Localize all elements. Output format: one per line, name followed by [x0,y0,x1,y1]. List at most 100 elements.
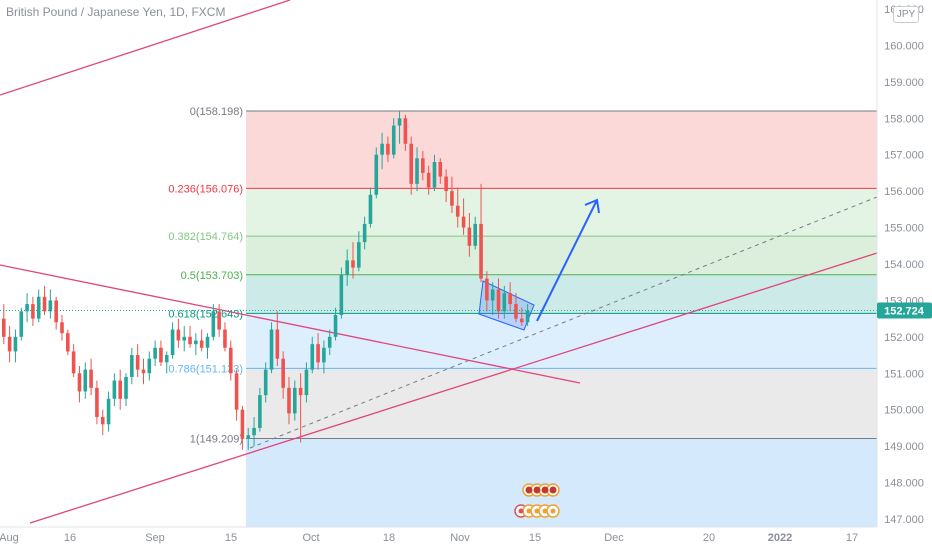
candle [130,347,134,385]
candle [298,373,303,443]
currency-badge[interactable]: JPY [893,6,919,23]
candle [327,329,332,356]
candle-body [362,223,367,243]
candle-body [182,336,187,341]
time-tick-label: Dec [604,532,624,544]
candle-body [432,161,437,188]
projection-arrow [536,199,598,322]
candle-body [485,278,489,301]
candle [182,325,187,352]
candle [432,154,437,192]
candle-body [159,347,163,363]
projection-arrow-head [584,198,600,214]
fibonacci-labels: 0(158.198) 0.236(156.076) 0.382(154.764) 0.… [168,106,243,445]
candle [188,325,192,348]
candle [461,198,466,235]
time-tick-label: Nov [450,532,470,544]
time-tick-label: 18 [383,532,395,544]
candle [519,307,524,326]
event-flag-icon[interactable] [514,504,560,518]
candle-body [415,158,419,184]
candle-body [374,154,379,195]
fib-level-label: 0.618(152.643) [168,308,243,320]
price-tick-label: 157.000 [884,150,924,162]
candle-body [199,340,204,348]
candle-body [496,289,501,312]
candle-body [397,118,402,126]
candle-body [106,398,111,425]
candle-body [525,310,530,323]
candle [374,147,379,199]
candle-body [234,373,239,410]
candle [54,296,58,330]
candle [444,169,448,203]
candle [89,358,93,396]
candle-body [147,358,152,374]
fib-level-label: 1(149.209) [190,434,243,446]
candle [106,391,111,432]
candle-body [176,329,181,341]
candle [246,427,251,450]
candle [525,304,530,326]
candle [71,344,76,377]
candle [391,118,396,159]
fib-band [246,438,877,527]
candle [153,340,157,366]
candle [217,304,221,337]
fib-level-label: 0.5(153.703) [181,270,243,282]
price-tick-label: 151.000 [884,368,924,380]
candle [403,114,408,152]
candle [234,369,239,421]
candle-body [293,387,297,414]
candle-body [455,205,460,217]
candle [159,340,163,366]
candle-body [54,300,58,323]
candle-body [450,191,454,206]
candle [141,358,146,385]
candle [42,285,47,315]
candle-body [223,329,227,348]
candle [473,216,478,250]
candle-body [211,311,216,337]
candle-body [100,416,105,425]
price-axis-background[interactable] [877,0,932,527]
price-tick-label: 149.000 [884,441,924,453]
candle-body [217,311,221,330]
candlestick-series [2,110,530,450]
candle-body [508,293,512,305]
candle-body [298,387,303,396]
candle-body [281,358,285,388]
time-axis-background[interactable] [0,527,932,550]
candle [7,325,12,363]
candle [339,267,344,319]
descending-trendline [0,264,581,384]
candle [368,187,373,228]
price-tick-label: 160.000 [884,40,924,52]
candle [25,293,29,323]
fib-band [246,274,877,314]
candle-body [438,161,443,177]
candle-body [368,194,373,224]
candle [397,110,402,144]
candle [13,329,18,363]
candle-body [42,296,47,312]
candle [19,307,24,341]
candle-body [36,296,41,319]
candle-body [95,387,99,417]
candle [60,314,64,341]
candle [164,351,169,374]
candle-body [141,369,146,374]
price-tick-label: 152.000 [884,332,924,344]
candle-body [60,322,64,334]
event-flag-icon[interactable] [522,483,560,497]
candle [124,373,128,407]
candle [333,307,338,341]
candle [36,289,41,323]
candle-body [426,172,431,188]
candle-body [71,351,76,374]
candle-body [164,355,169,363]
candle [351,242,355,279]
candle-body [287,387,291,414]
candle [205,333,210,359]
